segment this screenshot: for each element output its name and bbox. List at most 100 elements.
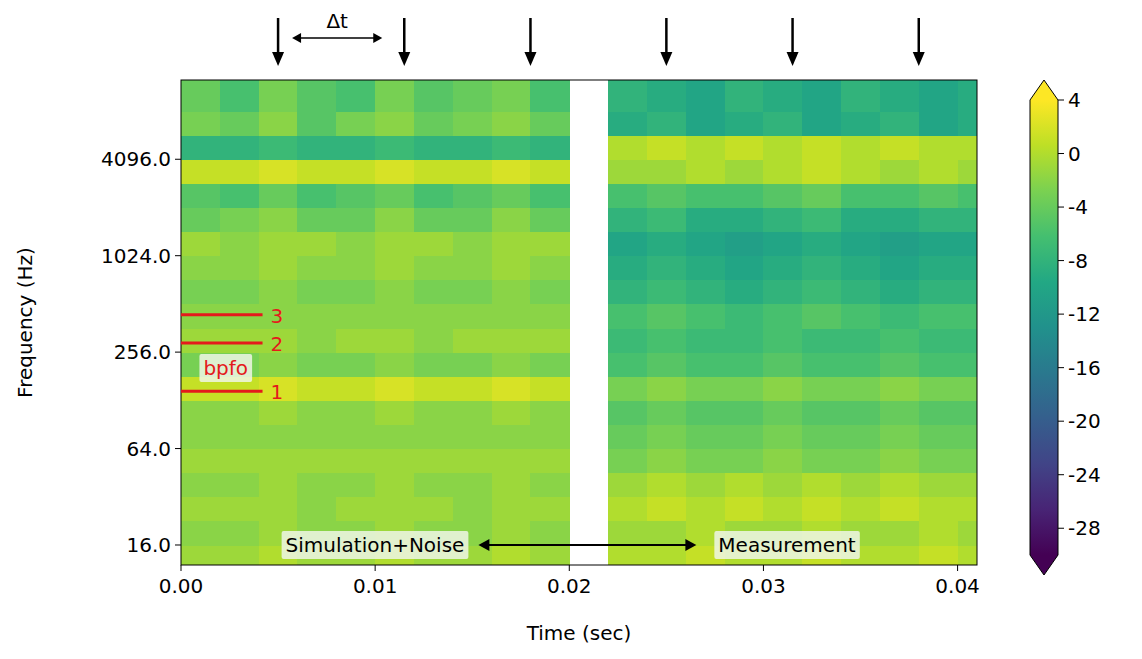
cell [647, 304, 686, 329]
cell [259, 111, 298, 136]
cell [841, 135, 880, 160]
cell [375, 183, 414, 208]
cell [259, 424, 298, 449]
cell [453, 135, 492, 160]
plot-frame [181, 80, 977, 565]
cell [220, 207, 259, 232]
cell [375, 232, 414, 257]
cell [530, 400, 569, 425]
cell [453, 111, 492, 136]
cell [763, 111, 802, 136]
cell [841, 280, 880, 305]
cell [181, 448, 220, 473]
left-label-box [282, 531, 469, 559]
cell [530, 232, 569, 257]
cell [181, 497, 220, 522]
impulse-arrow-head [787, 52, 799, 66]
cell [841, 328, 880, 353]
cell [802, 135, 841, 160]
cell [414, 352, 453, 377]
cell [220, 256, 259, 281]
cell [880, 473, 919, 498]
divider-arrow-head [685, 539, 696, 551]
cell [453, 159, 492, 184]
cell [336, 473, 375, 498]
cell [297, 280, 336, 305]
cell [608, 280, 647, 305]
cell [958, 473, 977, 498]
cell [181, 328, 220, 353]
cell [841, 424, 880, 449]
cell [763, 473, 802, 498]
cell [181, 521, 220, 546]
cell [608, 183, 647, 208]
y-tick [175, 255, 181, 256]
cell [181, 159, 220, 184]
bpfo-label-box [199, 354, 252, 382]
cell [375, 256, 414, 281]
cell [919, 497, 958, 522]
colorbar-tick-label: -28 [1068, 516, 1101, 540]
cell [414, 183, 453, 208]
cell [414, 304, 453, 329]
cell [958, 80, 977, 112]
cell [686, 256, 725, 281]
x-tick [763, 565, 764, 571]
cell [220, 159, 259, 184]
cell [414, 400, 453, 425]
cell [181, 280, 220, 305]
colorbar-tick-label: 0 [1068, 142, 1081, 166]
cell [880, 111, 919, 136]
cell [880, 207, 919, 232]
y-tick [175, 159, 181, 160]
cell [725, 280, 764, 305]
cell [375, 473, 414, 498]
cell [453, 207, 492, 232]
cell [414, 280, 453, 305]
cell [725, 80, 764, 112]
cell [686, 424, 725, 449]
y-tick [175, 448, 181, 449]
cell [919, 376, 958, 401]
cell [297, 376, 336, 401]
cell [958, 111, 977, 136]
colorbar-tick [1058, 260, 1064, 261]
cell [725, 448, 764, 473]
cell [336, 256, 375, 281]
cell [958, 448, 977, 473]
cell [725, 207, 764, 232]
cell [958, 328, 977, 353]
cell [647, 473, 686, 498]
cell [763, 256, 802, 281]
cell [492, 80, 531, 112]
cell [181, 111, 220, 136]
impulse-arrow-head [660, 52, 672, 66]
cell [841, 111, 880, 136]
cell [958, 183, 977, 208]
cell [336, 424, 375, 449]
cell [259, 135, 298, 160]
cell [608, 256, 647, 281]
colorbar-tick-label: -12 [1068, 302, 1101, 326]
cell [880, 304, 919, 329]
cell [841, 207, 880, 232]
cell [259, 256, 298, 281]
cell [802, 232, 841, 257]
cell [686, 328, 725, 353]
colorbar-tick [1058, 207, 1064, 208]
cell [259, 183, 298, 208]
cell [647, 521, 686, 546]
cell [686, 304, 725, 329]
cell [492, 232, 531, 257]
y-tick-label: 4096.0 [101, 147, 171, 171]
cell [181, 473, 220, 498]
cell [802, 473, 841, 498]
cell [763, 497, 802, 522]
cell [453, 352, 492, 377]
cell [608, 159, 647, 184]
cell [919, 424, 958, 449]
cell [686, 497, 725, 522]
cell [297, 328, 336, 353]
cell [530, 448, 569, 473]
cell [375, 328, 414, 353]
